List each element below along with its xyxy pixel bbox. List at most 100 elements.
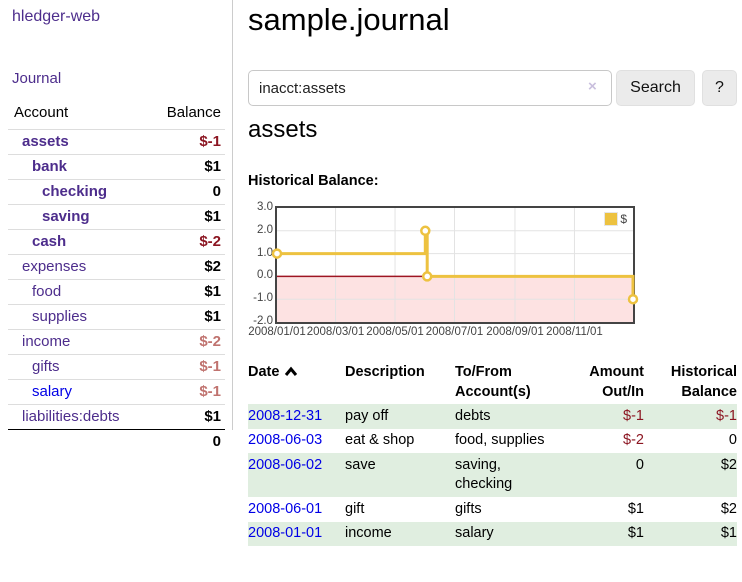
account-balance: $1 bbox=[204, 208, 221, 225]
account-link[interactable]: salary bbox=[32, 383, 73, 400]
account-link[interactable]: liabilities:debts bbox=[22, 408, 120, 425]
accounts-header-balance: Balance bbox=[166, 104, 221, 121]
transaction-balance-cell: 0 bbox=[728, 432, 737, 448]
account-balance: $1 bbox=[204, 408, 221, 425]
account-balance: $2 bbox=[204, 258, 221, 275]
account-row: expenses $2 bbox=[8, 254, 225, 280]
account-link[interactable]: gifts bbox=[32, 358, 60, 375]
sidebar-item-journal[interactable]: Journal bbox=[12, 70, 62, 87]
register-header-balance: Historical Balance bbox=[670, 364, 737, 400]
account-balance: $1 bbox=[204, 158, 221, 175]
x-tick-label: 2008/03/01 bbox=[306, 326, 365, 338]
transaction-description-cell: eat & shop bbox=[345, 432, 415, 448]
transaction-amount-cell: $1 bbox=[627, 525, 644, 541]
chart-y-axis: 3.0 2.0 1.0 0.0 -1.0 -2.0 bbox=[248, 201, 273, 327]
y-tick-label: -2.0 bbox=[253, 315, 273, 327]
transaction-amount-cell: $-1 bbox=[623, 407, 644, 424]
main-content: sample.journal × Search ? assets Histori… bbox=[248, 0, 742, 582]
x-tick-label: 2008/05/01 bbox=[366, 326, 424, 338]
account-link[interactable]: checking bbox=[42, 183, 108, 200]
account-balance: $-2 bbox=[199, 233, 221, 250]
accounts-header-row: Account Balance bbox=[8, 100, 225, 130]
transaction-accounts-cell: gifts bbox=[455, 500, 482, 517]
y-tick-label: 3.0 bbox=[257, 201, 273, 213]
app-title-link[interactable]: hledger-web bbox=[12, 8, 101, 25]
account-balance: $-1 bbox=[199, 383, 221, 400]
legend-label: $ bbox=[620, 212, 627, 226]
transaction-description-cell: income bbox=[345, 525, 392, 541]
account-balance: $-2 bbox=[199, 333, 221, 350]
y-tick-label: 1.0 bbox=[257, 246, 273, 259]
x-tick-label: 2008/11/01 bbox=[546, 326, 603, 338]
account-link[interactable]: supplies bbox=[32, 308, 88, 325]
balance-chart: $ bbox=[271, 206, 639, 324]
account-link[interactable]: cash bbox=[32, 233, 67, 250]
chart-legend: $ bbox=[603, 212, 628, 226]
account-row: saving $1 bbox=[8, 204, 225, 230]
transaction-date-link[interactable]: 2008-01-01 bbox=[248, 525, 323, 541]
account-row: income $-2 bbox=[8, 329, 225, 355]
data-point-marker bbox=[271, 248, 283, 259]
transaction-date-link[interactable]: 2008-06-01 bbox=[248, 500, 323, 517]
search-button[interactable]: Search bbox=[616, 70, 695, 106]
transaction-accounts-cell: food, supplies bbox=[455, 432, 545, 448]
account-row: gifts $-1 bbox=[8, 354, 225, 380]
transaction-row: 2008-06-01 gift gifts $1 $2 bbox=[248, 497, 737, 522]
help-button[interactable]: ? bbox=[702, 70, 737, 106]
transaction-date-cell: 2008-06-03 bbox=[248, 429, 345, 454]
account-link[interactable]: assets bbox=[22, 133, 69, 150]
transaction-row: 2008-06-03 eat & shop food, supplies $-2 0 bbox=[248, 429, 737, 454]
account-link[interactable]: saving bbox=[42, 208, 90, 225]
account-row: cash $-2 bbox=[8, 229, 225, 255]
transaction-accounts-cell: saving, checking bbox=[455, 456, 513, 493]
register-header-row: Date Description To/From Account(s) Amou… bbox=[248, 360, 737, 404]
transaction-date-link[interactable]: 2008-06-03 bbox=[248, 432, 323, 448]
transaction-date-link[interactable]: 2008-12-31 bbox=[248, 407, 323, 424]
clear-search-icon[interactable]: × bbox=[588, 78, 597, 95]
transaction-balance-cell: $2 bbox=[720, 456, 737, 473]
transaction-date-cell: 2008-06-01 bbox=[248, 497, 345, 522]
x-tick-label: 2008/01/01 bbox=[248, 326, 306, 338]
balance-chart-plot bbox=[271, 208, 639, 322]
accounts-total-value: 0 bbox=[212, 433, 221, 450]
transaction-date-cell: 2008-12-31 bbox=[248, 404, 345, 429]
accounts-table: Account Balance assets $-1 bank $1 checking 0… bbox=[8, 100, 225, 454]
register-body: 2008-12-31 pay off debts $-1 $-1 2008-06-03 ea… bbox=[248, 404, 737, 546]
account-link[interactable]: bank bbox=[32, 158, 68, 175]
y-tick-label: 2.0 bbox=[257, 223, 273, 236]
transaction-balance-cell: $-1 bbox=[716, 407, 737, 424]
transaction-description-cell: pay off bbox=[345, 407, 389, 424]
transaction-balance-cell: $2 bbox=[720, 500, 737, 517]
data-point-marker bbox=[627, 293, 639, 305]
account-row: salary $-1 bbox=[8, 379, 225, 405]
accounts-header-account: Account bbox=[14, 104, 69, 121]
search-bar: × Search ? bbox=[248, 70, 742, 106]
transaction-date-cell: 2008-06-02 bbox=[248, 453, 345, 497]
y-tick-label: 0.0 bbox=[257, 269, 273, 282]
accounts-total-spacer bbox=[8, 430, 138, 455]
account-row: supplies $1 bbox=[8, 304, 225, 330]
account-row: bank $1 bbox=[8, 154, 225, 180]
data-point-marker bbox=[421, 271, 433, 282]
register-table: Date Description To/From Account(s) Amou… bbox=[248, 360, 737, 546]
account-link[interactable]: expenses bbox=[22, 258, 87, 275]
transaction-date-link[interactable]: 2008-06-02 bbox=[248, 456, 323, 473]
account-row: food $1 bbox=[8, 279, 225, 305]
account-row: checking 0 bbox=[8, 179, 225, 205]
register-header-description: Description bbox=[345, 364, 425, 380]
account-link[interactable]: income bbox=[22, 333, 71, 350]
register-header-amount: Amount Out/In bbox=[589, 364, 644, 400]
register-header-date[interactable]: Date bbox=[248, 360, 345, 404]
chart-title: Historical Balance: bbox=[248, 173, 379, 189]
transaction-balance-cell: $1 bbox=[720, 525, 737, 541]
account-heading: assets bbox=[248, 116, 318, 143]
account-balance: $1 bbox=[204, 308, 221, 325]
account-row: liabilities:debts $1 bbox=[8, 404, 225, 430]
account-link[interactable]: food bbox=[32, 283, 62, 300]
search-input[interactable] bbox=[248, 70, 612, 106]
transaction-amount-cell: 0 bbox=[635, 456, 644, 473]
x-tick-label: 2008/09/01 bbox=[486, 326, 544, 338]
y-tick-label: -1.0 bbox=[253, 292, 273, 305]
transaction-row: 2008-12-31 pay off debts $-1 $-1 bbox=[248, 404, 737, 429]
transaction-description-cell: save bbox=[345, 456, 376, 473]
